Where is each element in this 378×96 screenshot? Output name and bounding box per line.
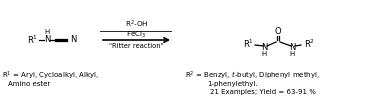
Text: 1-phenylethyl.: 1-phenylethyl. <box>207 81 258 87</box>
Text: 21 Examples; Yield = 63-91 %: 21 Examples; Yield = 63-91 % <box>210 89 316 95</box>
Text: R$^{2}$: R$^{2}$ <box>304 38 315 50</box>
Text: O: O <box>275 27 281 36</box>
Text: H: H <box>44 29 50 35</box>
Text: R$^{2}$ = Benzyl, $t$-butyl, Diphenyl methyl,: R$^{2}$ = Benzyl, $t$-butyl, Diphenyl me… <box>185 70 320 82</box>
Text: N: N <box>44 36 50 45</box>
Text: R$^{1}$ = Aryl, Cycloalkyl, Alkyl,: R$^{1}$ = Aryl, Cycloalkyl, Alkyl, <box>2 70 99 82</box>
Text: R$^{2}$-OH: R$^{2}$-OH <box>125 18 148 30</box>
Text: N: N <box>70 36 76 45</box>
Text: FeCl$_{3}$: FeCl$_{3}$ <box>126 30 147 40</box>
Text: R$^{1}$: R$^{1}$ <box>27 34 38 46</box>
Text: R$^{1}$: R$^{1}$ <box>243 38 254 50</box>
Text: N: N <box>289 43 295 53</box>
Text: H: H <box>290 51 294 57</box>
Text: N: N <box>261 43 267 53</box>
Text: "Ritter reaction": "Ritter reaction" <box>109 43 164 49</box>
Text: H: H <box>261 51 266 57</box>
Text: Amino ester: Amino ester <box>8 81 50 87</box>
